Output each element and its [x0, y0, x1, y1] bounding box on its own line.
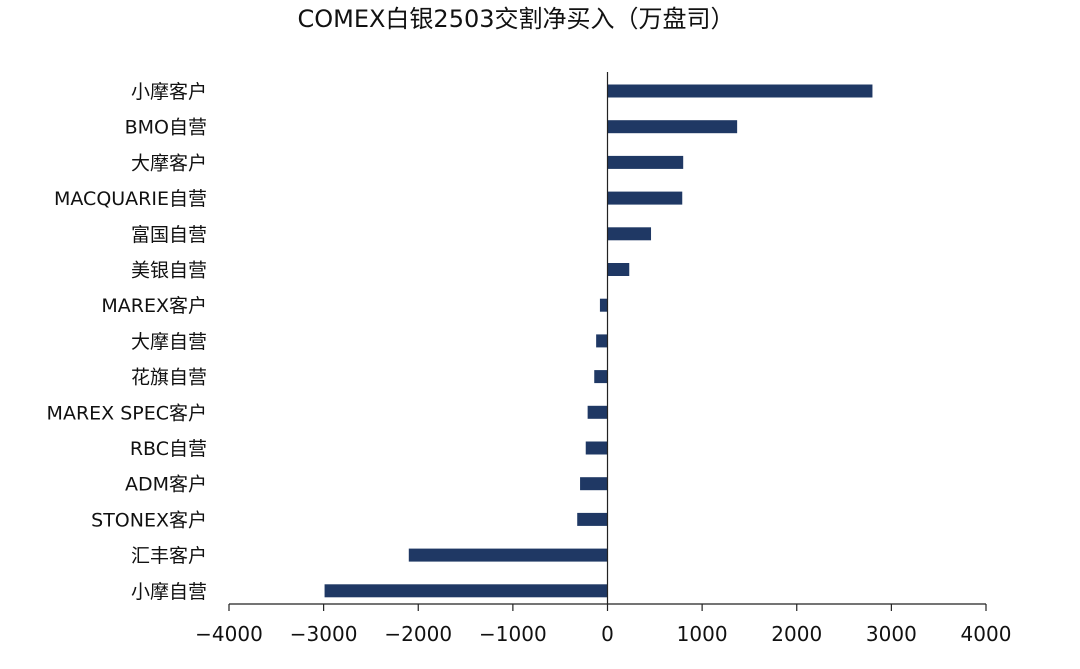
x-tick-label: 1000	[677, 622, 728, 646]
bar	[607, 84, 873, 98]
bar	[577, 512, 608, 526]
bar	[587, 405, 608, 419]
x-tick-label: −1000	[479, 622, 547, 646]
category-label: 小摩客户	[131, 81, 207, 103]
bar	[585, 441, 608, 455]
x-tick-label: 0	[601, 622, 614, 646]
x-tick-label: −2000	[384, 622, 452, 646]
category-label: 大摩客户	[131, 152, 207, 174]
category-label: 花旗自营	[131, 367, 207, 389]
category-label: 汇丰客户	[131, 545, 207, 567]
category-label: 富国自营	[131, 224, 207, 246]
bar	[607, 227, 652, 241]
category-label: 大摩自营	[131, 331, 207, 353]
x-tick-label: −3000	[290, 622, 358, 646]
chart-title: COMEX白银2503交割净买入（万盘司）	[297, 5, 734, 33]
bars-layer	[324, 84, 873, 598]
category-label: MACQUARIE自营	[54, 188, 207, 210]
x-tick-label: −4000	[195, 622, 263, 646]
x-tick-label: 3000	[866, 622, 917, 646]
bar	[580, 477, 608, 491]
category-label: MAREX客户	[101, 295, 207, 317]
category-label: BMO自营	[125, 117, 207, 139]
bar	[324, 584, 608, 598]
x-tick-label: 4000	[961, 622, 1012, 646]
category-label: ADM客户	[125, 474, 207, 496]
category-label: MAREX SPEC客户	[47, 402, 207, 424]
category-label: 小摩自营	[131, 581, 207, 603]
category-label: 美银自营	[131, 260, 207, 282]
category-label: STONEX客户	[91, 509, 207, 531]
axes: −4000 −3000 −2000 −1000 0 1000 2000 3000 4000	[195, 72, 1011, 646]
bar	[607, 263, 630, 276]
bar	[594, 370, 608, 384]
bar	[596, 334, 608, 348]
category-label: RBC自营	[130, 438, 207, 460]
x-tick-label: 2000	[771, 622, 822, 646]
bar	[607, 155, 684, 169]
bar	[599, 298, 608, 312]
bar	[408, 548, 608, 562]
bar	[607, 191, 683, 205]
bar	[607, 120, 738, 134]
